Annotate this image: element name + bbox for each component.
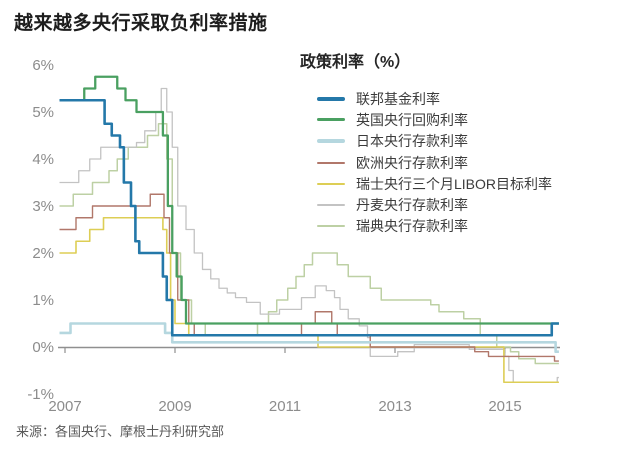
legend-label: 瑞士央行三个月LIBOR目标利率 bbox=[356, 175, 553, 192]
legend-label: 丹麦央行存款利率 bbox=[356, 197, 468, 214]
legend-swatch bbox=[317, 118, 345, 122]
x-tick-label: 2011 bbox=[269, 398, 301, 415]
legend-swatch bbox=[317, 225, 345, 228]
legend-label: 日本央行存款利率 bbox=[356, 133, 468, 150]
legend-title: 政策利率（%） bbox=[300, 54, 411, 71]
y-tick-label: 1% bbox=[32, 292, 54, 309]
legend-swatch bbox=[317, 182, 345, 185]
series-line-sweden bbox=[59, 123, 559, 365]
legend-item-denmark: 丹麦央行存款利率 bbox=[288, 194, 552, 215]
y-tick-label: 4% bbox=[32, 151, 54, 168]
series-line-uk bbox=[59, 75, 559, 325]
x-tick-label: 2007 bbox=[48, 398, 81, 415]
legend-item-snb: 瑞士央行三个月LIBOR目标利率 bbox=[288, 173, 552, 194]
legend-swatch bbox=[317, 204, 345, 207]
legend-swatch bbox=[317, 139, 345, 144]
legend-item-ecb: 欧洲央行存款利率 bbox=[288, 152, 552, 173]
legend-item-sweden: 瑞典央行存款利率 bbox=[288, 216, 552, 237]
legend-label: 联邦基金利率 bbox=[356, 90, 440, 107]
y-tick-label: 5% bbox=[32, 104, 54, 121]
series-line-fed bbox=[59, 98, 559, 337]
y-tick-label: 2% bbox=[32, 245, 54, 262]
legend-item-fed: 联邦基金利率 bbox=[288, 88, 552, 109]
chart-legend: 政策利率（%） 联邦基金利率英国央行回购利率 日本央行存款利率 欧洲央行存款利率瑞士… bbox=[288, 48, 552, 237]
legend-label: 瑞典央行存款利率 bbox=[356, 218, 468, 235]
legend-label: 英国央行回购利率 bbox=[356, 111, 468, 128]
legend-swatch bbox=[317, 161, 345, 164]
x-tick-label: 2009 bbox=[158, 398, 191, 415]
chart-svg: 2007 2009 2011 2013 2015 6% 5% 4% 3% 2% 1% 0% -1% bbox=[27, 57, 560, 415]
series-line-snb bbox=[59, 216, 559, 384]
y-tick-label: 0% bbox=[32, 339, 54, 356]
legend-item-uk: 英国央行回购利率 bbox=[288, 109, 552, 130]
legend-swatch bbox=[317, 96, 345, 101]
x-tick-label: 2013 bbox=[378, 398, 411, 415]
y-tick-label: 3% bbox=[32, 198, 54, 215]
source-note: 来源：各国央行、摩根士丹利研究部 bbox=[16, 424, 225, 439]
y-tick-label: -1% bbox=[27, 386, 54, 403]
series-line-japan bbox=[59, 322, 559, 353]
x-tick-label: 2015 bbox=[488, 398, 521, 415]
legend-items: 联邦基金利率英国央行回购利率 日本央行存款利率 欧洲央行存款利率瑞士央行三个月LIB… bbox=[288, 88, 552, 237]
page-title: 越来越多央行采取负利率措施 bbox=[14, 13, 268, 34]
legend-label: 欧洲央行存款利率 bbox=[356, 154, 468, 171]
legend-item-japan: 日本央行存款利率 bbox=[288, 131, 552, 152]
y-tick-label: 6% bbox=[32, 57, 54, 74]
